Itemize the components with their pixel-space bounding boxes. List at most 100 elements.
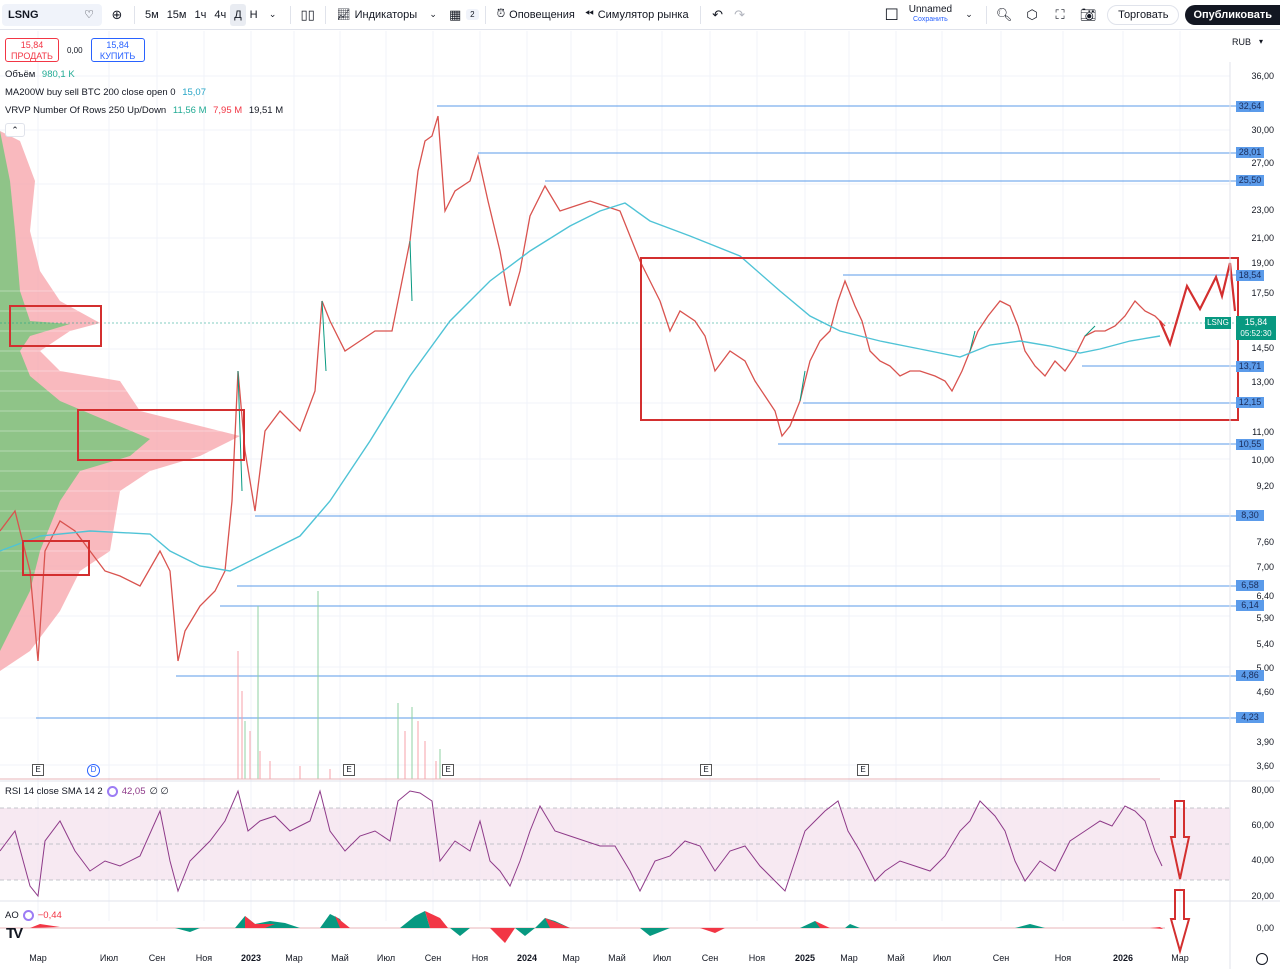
vrvp-total-value: 19,51 M [248, 105, 284, 116]
price-tick: 10,00 [1251, 455, 1274, 465]
divider [484, 5, 486, 24]
vrvp-legend[interactable]: VRVP Number Of Rows 250 Up/Down 11,56 M … [5, 105, 283, 116]
save-link[interactable]: Сохранить [913, 15, 948, 23]
range-box-annotation[interactable] [640, 257, 1239, 421]
price-tick: 3,90 [1256, 737, 1274, 747]
level-label[interactable]: 6,14 [1236, 600, 1264, 611]
price-tick: 5,90 [1256, 613, 1274, 623]
projection-zigzag[interactable] [1158, 262, 1237, 348]
trade-button[interactable]: Торговать [1107, 4, 1180, 25]
layouts-count-badge: 2 [466, 9, 479, 20]
price-tick: 13,00 [1251, 377, 1274, 387]
chart-area[interactable]: 15,84 ПРОДАТЬ 0,00 15,84 КУПИТЬ Объём 98… [0, 31, 1280, 969]
sell-label: ПРОДАТЬ [11, 51, 53, 61]
layouts-grid-icon[interactable]: ▦ [448, 6, 462, 22]
ao-value: −0,44 [37, 910, 62, 921]
sell-button[interactable]: 15,84 ПРОДАТЬ [5, 38, 59, 62]
order-widget: 15,84 ПРОДАТЬ 0,00 15,84 КУПИТЬ [5, 38, 145, 62]
rsi-tick: 40,00 [1251, 855, 1274, 865]
price-tick: 3,60 [1256, 761, 1274, 771]
settings-gear-icon[interactable]: ⬡ [1026, 6, 1038, 22]
earnings-event-marker[interactable]: E [442, 764, 454, 776]
compare-plus-icon[interactable]: ⊕ [111, 6, 123, 22]
level-label[interactable]: 28,01 [1236, 147, 1264, 158]
redo-icon[interactable]: ↷ [734, 6, 746, 22]
heart-icon[interactable]: ♡ [84, 9, 94, 21]
time-tick: Июл [652, 953, 672, 963]
dividend-event-marker[interactable]: D [87, 764, 100, 777]
buy-button[interactable]: 15,84 КУПИТЬ [90, 38, 145, 62]
price-tick: 7,60 [1256, 537, 1274, 547]
chart-settings-icon[interactable] [1256, 953, 1268, 965]
time-tick: Май [608, 953, 626, 963]
rsi-settings-icon[interactable] [106, 786, 118, 797]
vp-box-low[interactable] [22, 540, 90, 576]
tradingview-logo[interactable]: TV [6, 925, 23, 942]
level-label[interactable]: 10,55 [1236, 439, 1264, 450]
candles-icon[interactable]: ▯▯ [300, 6, 315, 22]
timeframe-4h[interactable]: 4ч [214, 8, 227, 21]
collapse-legend-button[interactable]: ⌃ [5, 123, 25, 137]
level-label[interactable]: 8,30 [1236, 510, 1264, 521]
down-arrow-ao[interactable] [1169, 889, 1191, 955]
price-tick: 11,00 [1252, 427, 1274, 437]
rsi-tick: 60,00 [1251, 820, 1274, 830]
camera-icon[interactable]: 📷︎ [1079, 6, 1097, 22]
timeframe-15m[interactable]: 15м [166, 8, 187, 21]
ao-legend-label: AO [5, 910, 19, 921]
chevron-down-icon[interactable]: ⌄ [429, 9, 437, 19]
rsi-tick: 80,00 [1251, 785, 1274, 795]
fullscreen-icon[interactable]: ⛶ [1055, 6, 1065, 22]
volume-profile [0, 131, 240, 671]
earnings-event-marker[interactable]: E [32, 764, 44, 776]
price-tick: 9,20 [1256, 481, 1274, 491]
earnings-event-marker[interactable]: E [700, 764, 712, 776]
down-arrow-rsi[interactable] [1169, 800, 1191, 880]
time-tick: Ноя [748, 953, 766, 963]
rsi-tick: 20,00 [1251, 891, 1274, 901]
time-tick: 2023 [240, 953, 262, 963]
symbol-search[interactable]: LSNG ♡ [2, 3, 102, 26]
timeframe-day[interactable]: Д [230, 3, 246, 26]
level-label[interactable]: 12,15 [1236, 397, 1264, 408]
support-resistance-lines[interactable] [36, 105, 1236, 719]
volume-legend[interactable]: Объём 980,1 K [5, 69, 75, 80]
layout-checkbox-icon[interactable]: ☐ [884, 6, 899, 24]
chevron-down-icon[interactable]: ⌄ [268, 9, 277, 19]
undo-icon[interactable]: ↶ [712, 6, 724, 22]
chart-canvas[interactable] [0, 31, 1280, 969]
indicators-button[interactable]: 📈︎ Индикаторы [332, 4, 423, 26]
alarm-clock-icon: ⏰︎ [496, 8, 506, 20]
level-label[interactable]: 18,54 [1236, 270, 1264, 281]
time-tick: Мар [285, 953, 303, 963]
timeframe-1h[interactable]: 1ч [194, 8, 207, 21]
spread-value: 0,00 [67, 45, 83, 55]
quick-search-icon[interactable]: 🔍︎ [995, 6, 1013, 22]
time-tick: Сен [701, 953, 719, 963]
rsi-legend[interactable]: RSI 14 close SMA 14 2 42,05 ∅ ∅ [5, 786, 169, 797]
publish-button[interactable]: Опубликовать [1185, 4, 1280, 25]
level-label[interactable]: 32,64 [1236, 101, 1264, 112]
level-label[interactable]: 13,71 [1236, 361, 1264, 372]
price-series [0, 115, 1166, 662]
ao-settings-icon[interactable] [22, 910, 34, 921]
ao-legend[interactable]: AO −0,44 [5, 910, 62, 921]
alerts-button[interactable]: ⏰︎ Оповещения [492, 4, 580, 26]
layout-name-button[interactable]: Unnamed Сохранить [909, 4, 952, 25]
timeframe-week[interactable]: Н [249, 8, 258, 21]
replay-button[interactable]: ⏪︎ Симулятор рынка [580, 4, 694, 26]
vp-box-top[interactable] [9, 305, 102, 347]
level-label[interactable]: 6,58 [1236, 580, 1264, 591]
time-tick: Сен [992, 953, 1010, 963]
currency-selector[interactable]: RUB ▾ [1232, 37, 1263, 47]
level-label[interactable]: 4,86 [1236, 670, 1264, 681]
level-label[interactable]: 25,50 [1236, 175, 1264, 186]
timeframe-5m[interactable]: 5м [145, 8, 159, 21]
earnings-event-marker[interactable]: E [343, 764, 355, 776]
vp-box-poc[interactable] [77, 409, 245, 461]
earnings-event-marker[interactable]: E [857, 764, 869, 776]
price-tick: 5,40 [1256, 639, 1274, 649]
ma-legend[interactable]: MA200W buy sell BTC 200 close open 0 15,… [5, 87, 206, 98]
level-label[interactable]: 4,23 [1236, 712, 1264, 723]
chevron-down-icon[interactable]: ⌄ [965, 9, 973, 19]
